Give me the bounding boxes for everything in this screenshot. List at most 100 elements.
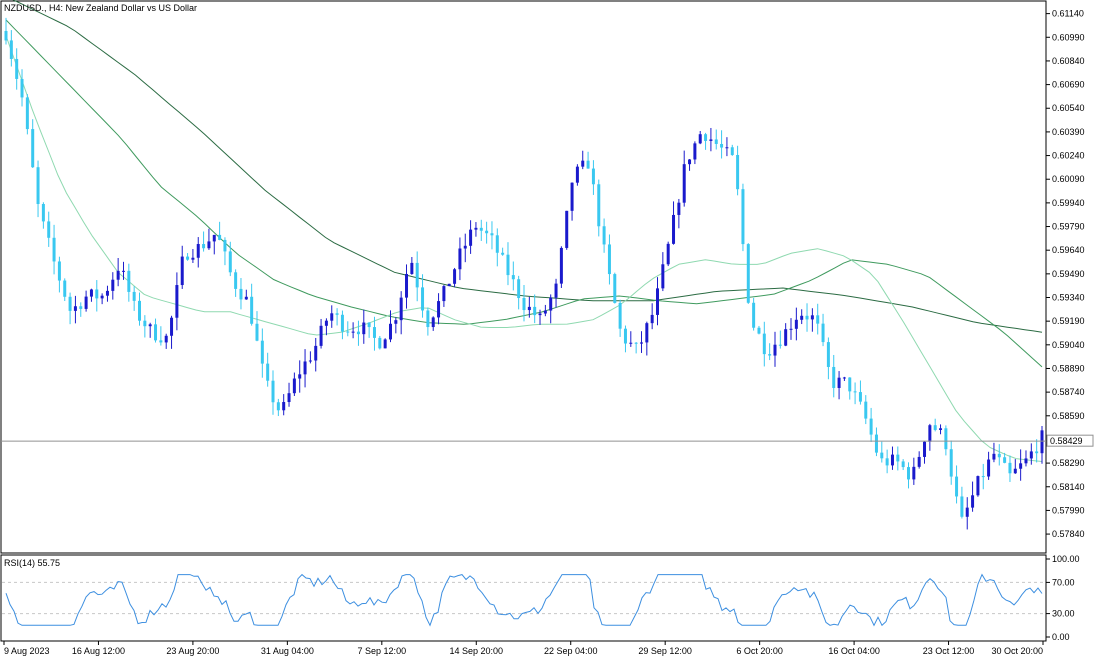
candle-body bbox=[602, 226, 606, 245]
candle-body bbox=[314, 345, 318, 361]
candle-body bbox=[79, 306, 83, 309]
candle-body bbox=[917, 456, 921, 467]
time-tick-label: 30 Oct 20:00 bbox=[991, 646, 1043, 656]
candle-body bbox=[319, 325, 323, 346]
candle-body bbox=[485, 230, 489, 234]
candle-body bbox=[218, 234, 222, 240]
candle-body bbox=[672, 214, 676, 244]
candle-body bbox=[421, 287, 425, 311]
candle-body bbox=[928, 425, 932, 442]
candle-body bbox=[212, 234, 216, 242]
candle-body bbox=[912, 466, 916, 480]
current-price-tag-bg bbox=[1046, 434, 1094, 447]
time-tick-label: 7 Sep 12:00 bbox=[358, 646, 407, 656]
candle-body bbox=[575, 166, 579, 183]
candle-body bbox=[447, 283, 451, 287]
candle-body bbox=[298, 374, 302, 379]
candle-body bbox=[1008, 462, 1012, 474]
candle-body bbox=[1040, 430, 1044, 454]
candle-body bbox=[826, 342, 830, 367]
time-axis[interactable]: 9 Aug 2023 16 Aug 12:00 23 Aug 20:00 31 Aug… bbox=[3, 641, 1044, 656]
time-tick-label: 31 Aug 04:00 bbox=[261, 646, 314, 656]
candle-body bbox=[89, 289, 93, 297]
candle-body bbox=[244, 296, 248, 300]
price-panel[interactable]: NZDUSD., H4: New Zealand Dollar vs US Do… bbox=[0, 0, 1047, 554]
candle-body bbox=[490, 233, 494, 236]
candle-body bbox=[522, 298, 526, 311]
candle-body bbox=[239, 288, 243, 300]
candle-body bbox=[607, 244, 611, 275]
candle-body bbox=[810, 315, 814, 320]
price-tick-label: 0.57990 bbox=[1052, 505, 1085, 515]
candle-body bbox=[778, 344, 782, 346]
candle-body bbox=[367, 322, 371, 328]
candle-body bbox=[762, 333, 766, 355]
rsi-axis: 100.00 70.00 30.00 0.00 bbox=[1046, 554, 1080, 642]
candle-body bbox=[736, 154, 740, 190]
candle-body bbox=[164, 335, 168, 343]
candle-body bbox=[896, 454, 900, 462]
candle-body bbox=[591, 168, 595, 185]
candle-body bbox=[784, 329, 788, 346]
candle-body bbox=[207, 241, 211, 249]
candle-body bbox=[399, 297, 403, 321]
candle-body bbox=[223, 239, 227, 252]
candle-body bbox=[538, 313, 542, 316]
candle-body bbox=[885, 458, 889, 466]
candle-body bbox=[95, 289, 99, 299]
candle-body bbox=[746, 244, 750, 303]
candle-body bbox=[68, 296, 72, 311]
price-tick-label: 0.60540 bbox=[1052, 103, 1085, 113]
candle-body bbox=[709, 139, 713, 141]
rsi-tick-label: 100.00 bbox=[1052, 554, 1080, 564]
candle-body bbox=[463, 245, 467, 249]
candle-body bbox=[666, 243, 670, 265]
candle-body bbox=[1029, 451, 1033, 459]
candle-body bbox=[31, 129, 35, 168]
price-tick-label: 0.60090 bbox=[1052, 174, 1085, 184]
candle-body bbox=[1003, 457, 1007, 463]
candle-body bbox=[63, 280, 67, 297]
candle-body bbox=[154, 324, 158, 341]
rsi-tick-label: 0.00 bbox=[1052, 632, 1070, 642]
candle-body bbox=[800, 315, 804, 320]
price-tick-label: 0.57840 bbox=[1052, 529, 1085, 539]
candle-body bbox=[9, 40, 13, 59]
candle-body bbox=[57, 261, 61, 281]
candle-body bbox=[805, 315, 809, 320]
candle-body bbox=[944, 428, 948, 450]
candle-body bbox=[623, 328, 627, 344]
candle-body bbox=[645, 323, 649, 343]
candle-body bbox=[426, 310, 430, 328]
candle-body bbox=[752, 302, 756, 328]
candle-body bbox=[693, 143, 697, 160]
candle-body bbox=[704, 134, 708, 141]
candle-body bbox=[388, 323, 392, 340]
price-panel-frame bbox=[0, 0, 1047, 554]
candle-body bbox=[981, 476, 985, 478]
time-tick-label: 23 Aug 20:00 bbox=[166, 646, 219, 656]
candle-body bbox=[287, 393, 291, 403]
candle-body bbox=[741, 189, 745, 245]
price-tick-label: 0.60240 bbox=[1052, 151, 1085, 161]
candle-body bbox=[453, 269, 457, 284]
candle-body bbox=[100, 295, 104, 299]
candle-body bbox=[356, 331, 360, 335]
price-axis[interactable]: 0.61140 0.60990 0.60840 0.60690 0.60540 0.603… bbox=[1046, 9, 1085, 539]
candle-body bbox=[1019, 463, 1023, 469]
candle-body bbox=[362, 322, 366, 335]
candle-body bbox=[282, 402, 286, 411]
candle-body bbox=[581, 160, 585, 167]
time-tick-label: 6 Oct 20:00 bbox=[736, 646, 783, 656]
candle-body bbox=[506, 254, 510, 276]
rsi-panel[interactable]: RSI(14) 55.75 bbox=[0, 554, 1047, 642]
candle-body bbox=[853, 391, 857, 393]
candle-body bbox=[458, 248, 462, 270]
current-price-value: 0.58429 bbox=[1050, 436, 1083, 446]
candle-body bbox=[111, 279, 115, 291]
candle-body bbox=[234, 272, 238, 289]
candle-body bbox=[661, 264, 665, 289]
time-tick-label: 23 Oct 12:00 bbox=[923, 646, 975, 656]
price-tick-label: 0.58290 bbox=[1052, 458, 1085, 468]
